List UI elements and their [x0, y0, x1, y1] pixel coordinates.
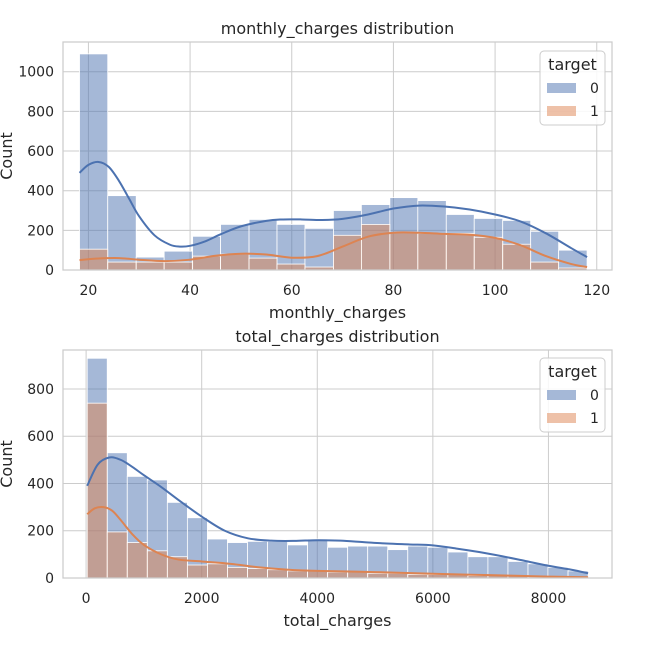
- y-tick-label: 400: [27, 476, 54, 492]
- histogram-bar-series-1: [327, 571, 349, 579]
- histogram-bar-series-1: [347, 571, 369, 579]
- x-tick-label: 60: [283, 283, 301, 299]
- x-axis-label: total_charges: [284, 611, 392, 631]
- legend-swatch-0: [547, 390, 576, 400]
- histogram-bar-series-1: [163, 261, 194, 271]
- total-charges-chart: 0 2000 4000 6000 8000 0 200 400 600 800 total_cha…: [0, 327, 613, 631]
- y-tick-label: 0: [45, 571, 54, 587]
- x-tick-label: 0: [82, 591, 91, 607]
- x-tick-label: 8000: [531, 591, 567, 607]
- histogram-bar-series-1: [387, 572, 409, 579]
- kde-line-series-1: [79, 231, 588, 269]
- histogram-bar-series-1: [267, 569, 288, 579]
- histogram-bar-series-1: [186, 564, 208, 579]
- histogram-bar-series-1: [220, 253, 250, 271]
- kde-line-series-0: [78, 160, 588, 258]
- legend-title: target: [548, 55, 597, 74]
- legend-title: target: [548, 362, 597, 381]
- chart-title: monthly_charges distribution: [221, 19, 454, 39]
- legend-swatch-1: [547, 413, 576, 423]
- x-tick-label: 100: [482, 283, 509, 299]
- legend: target 0 1: [539, 50, 606, 126]
- histogram-bar-series-1: [389, 231, 419, 271]
- chart-title: total_charges distribution: [235, 327, 439, 347]
- histogram-bar-series-1: [445, 232, 475, 271]
- legend-swatch-0: [547, 83, 576, 93]
- x-tick-label: 40: [181, 283, 199, 299]
- y-tick-label: 400: [27, 184, 54, 200]
- x-tick-label: 80: [385, 283, 403, 299]
- histogram-bar-series-1: [126, 542, 148, 579]
- x-tick-label: 6000: [415, 591, 451, 607]
- histogram-bar-series-1: [86, 402, 108, 579]
- legend-entry-1: 1: [590, 104, 599, 120]
- y-tick-label: 600: [27, 144, 54, 160]
- y-tick-label: 1000: [18, 65, 54, 81]
- plot-frame: [62, 349, 613, 579]
- histogram-bar-series-1: [530, 261, 560, 271]
- histogram-bar-series-1: [227, 566, 248, 579]
- monthly-charges-chart: 20 40 60 80 100 120 0 200 400 600 800 1000 monthly_…: [0, 19, 613, 323]
- x-tick-label: 2000: [184, 591, 220, 607]
- histogram-bar-series-1: [473, 236, 504, 271]
- legend-entry-1: 1: [590, 411, 599, 427]
- histogram-bar-series-1: [367, 572, 389, 579]
- legend: target 0 1: [539, 357, 606, 433]
- y-axis-label: Count: [0, 440, 16, 488]
- plot-frame: [62, 41, 613, 271]
- y-tick-label: 600: [27, 429, 54, 445]
- histogram-bar-series-1: [287, 570, 308, 579]
- histogram-bar-series-1: [248, 257, 278, 271]
- x-axis-label: monthly_charges: [269, 303, 406, 323]
- histogram-bar-series-0: [276, 223, 306, 271]
- y-axis-label: Count: [0, 132, 16, 180]
- kde-line-series-0: [86, 456, 589, 575]
- histogram-bar-series-1: [207, 563, 228, 579]
- x-tick-label: 20: [80, 283, 98, 299]
- histogram-bar-series-1: [276, 263, 306, 271]
- y-tick-label: 200: [27, 524, 54, 540]
- histogram-bar-series-1: [107, 261, 137, 271]
- histogram-bar-series-1: [247, 568, 268, 579]
- kde-line-series-1: [86, 505, 589, 579]
- x-tick-label: 120: [583, 283, 610, 299]
- x-tick-label: 4000: [299, 591, 335, 607]
- histogram-bar-series-0: [304, 227, 334, 271]
- y-tick-label: 800: [27, 382, 54, 398]
- histogram-bar-series-1: [106, 531, 128, 579]
- histogram-bar-series-1: [417, 232, 447, 271]
- legend-entry-0: 0: [590, 388, 599, 404]
- y-tick-label: 200: [27, 223, 54, 239]
- y-tick-label: 0: [45, 263, 54, 279]
- histogram-bar-series-1: [360, 223, 391, 271]
- legend-swatch-1: [547, 106, 576, 116]
- y-tick-label: 800: [27, 104, 54, 120]
- histogram-bar-series-1: [135, 261, 165, 271]
- legend-entry-0: 0: [590, 81, 599, 97]
